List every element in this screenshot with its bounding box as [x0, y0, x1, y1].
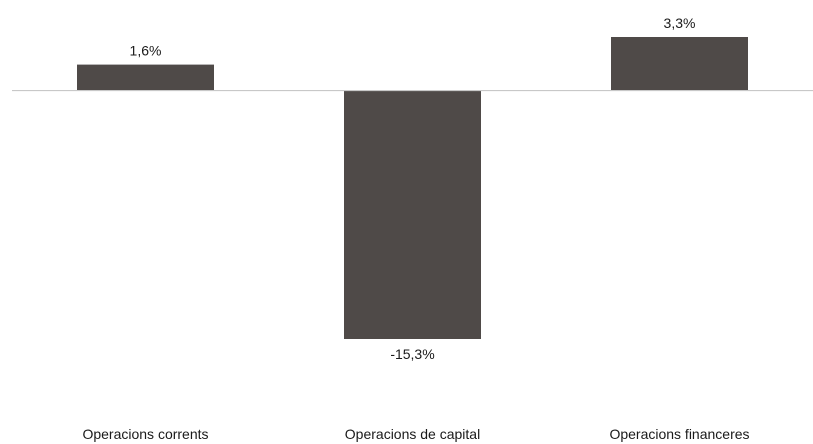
data-label-2: -15,3% [390, 346, 434, 362]
category-label-3: Operacions financeres [609, 426, 749, 442]
bar-3 [611, 37, 748, 91]
category-labels-group: Operacions corrents Operacions de capital… [82, 426, 749, 442]
bar-2 [344, 90, 481, 339]
value-labels-group: 1,6% -15,3% 3,3% [130, 15, 696, 362]
category-label-2: Operacions de capital [345, 426, 480, 442]
bar-1 [77, 64, 214, 91]
bars-group [77, 37, 748, 339]
category-label-1: Operacions corrents [82, 426, 208, 442]
data-label-1: 1,6% [130, 43, 162, 59]
data-label-3: 3,3% [664, 15, 696, 31]
